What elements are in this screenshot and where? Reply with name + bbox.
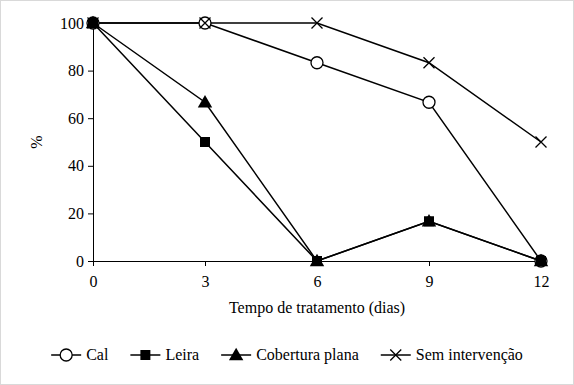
y-axis-title: %	[28, 135, 45, 148]
y-tick: 0	[76, 253, 93, 270]
y-tick: 20	[68, 205, 93, 222]
legend-label: Cobertura plana	[256, 346, 359, 364]
y-tick-label: 0	[76, 253, 84, 270]
legend-item: Cal	[51, 346, 109, 363]
legend-item: Cobertura plana	[221, 346, 359, 364]
legend: Cal Leira Cobertura plana Sem intervenção	[51, 346, 523, 364]
x-tick-label: 3	[202, 273, 210, 290]
x-axis-title: Tempo de tratamento (dias)	[229, 299, 405, 317]
y-axis: 0 20 40 60 80 100	[60, 15, 94, 270]
x-tick-mark	[429, 261, 430, 266]
y-tick-label: 80	[68, 62, 84, 79]
y-axis-line	[88, 24, 94, 262]
x-tick-label: 6	[314, 273, 322, 290]
legend-item: Sem intervenção	[381, 346, 523, 364]
plot-area	[86, 16, 548, 267]
series-marker	[424, 57, 435, 68]
legend-label: Leira	[165, 346, 199, 363]
y-tick-mark	[88, 118, 93, 119]
legend-label: Cal	[86, 346, 109, 363]
x-tick-label: 0	[90, 273, 98, 290]
y-tick: 60	[68, 110, 93, 127]
x-tick: 0	[90, 261, 98, 290]
series-marker	[310, 254, 324, 266]
legend-marker	[140, 350, 150, 360]
series-line	[93, 23, 541, 261]
y-tick-mark	[88, 213, 93, 214]
series-marker	[536, 137, 547, 148]
x-tick-label: 12	[534, 273, 550, 290]
y-tick: 40	[68, 157, 93, 174]
x-tick: 9	[426, 261, 434, 290]
series-marker	[311, 57, 323, 69]
legend-label: Sem intervenção	[416, 346, 523, 364]
series-marker	[198, 95, 212, 107]
y-tick-label: 60	[68, 110, 84, 127]
y-tick-label: 20	[68, 205, 84, 222]
legend-marker	[60, 349, 72, 361]
legend-marker	[229, 348, 243, 360]
series-line	[93, 23, 541, 261]
series-marker	[199, 17, 211, 29]
series-marker	[422, 214, 436, 226]
x-tick-label: 9	[426, 273, 434, 290]
series-marker	[86, 16, 100, 28]
y-tick-mark	[88, 166, 93, 167]
chart: 0 3 6 9 12 0 20 40 60 80 100 Tempo de tratamento (d…	[0, 0, 574, 385]
y-tick-label: 40	[68, 157, 84, 174]
series-marker	[312, 18, 323, 29]
series-marker	[88, 18, 99, 29]
chart-frame	[1, 1, 574, 385]
y-tick-label: 100	[60, 15, 84, 32]
legend-marker	[390, 350, 401, 361]
series-line	[93, 23, 541, 261]
series-line	[93, 23, 541, 142]
y-tick: 80	[68, 62, 93, 79]
series-marker	[534, 254, 548, 266]
x-tick: 3	[202, 261, 210, 290]
y-tick-mark	[88, 261, 93, 262]
x-tick-mark	[205, 261, 206, 266]
series-marker	[200, 18, 211, 29]
legend-item: Leira	[130, 346, 199, 363]
series-marker	[423, 96, 435, 108]
series-marker	[200, 137, 210, 147]
y-tick-mark	[88, 71, 93, 72]
